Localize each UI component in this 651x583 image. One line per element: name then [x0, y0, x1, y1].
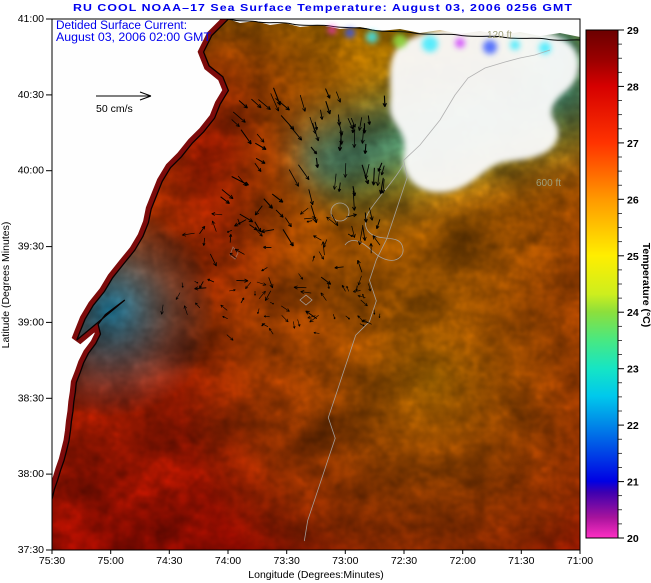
svg-text:74:30: 74:30 [156, 555, 182, 567]
svg-text:71:00: 71:00 [567, 555, 593, 567]
svg-text:25: 25 [627, 251, 639, 263]
svg-text:24: 24 [627, 307, 639, 319]
svg-text:72:30: 72:30 [391, 555, 417, 567]
svg-text:29: 29 [627, 25, 639, 37]
svg-text:71:30: 71:30 [508, 555, 534, 567]
svg-text:38:30: 38:30 [18, 392, 44, 404]
svg-text:75:00: 75:00 [98, 555, 124, 567]
svg-text:38:00: 38:00 [18, 468, 44, 480]
svg-text:Longitude (Degrees:Minutes): Longitude (Degrees:Minutes) [248, 569, 383, 581]
svg-text:Temperature (°C): Temperature (°C) [640, 243, 651, 328]
svg-text:22: 22 [627, 420, 639, 432]
svg-text:50 cm/s: 50 cm/s [96, 103, 133, 115]
svg-text:Latitude (Degrees Minutes): Latitude (Degrees Minutes) [0, 222, 12, 349]
svg-text:Detided Surface Current:: Detided Surface Current: [56, 20, 187, 32]
svg-text:75:30: 75:30 [39, 555, 65, 567]
svg-text:40:00: 40:00 [18, 165, 44, 177]
svg-text:600 ft: 600 ft [536, 178, 561, 189]
svg-text:72:00: 72:00 [450, 555, 476, 567]
svg-text:28: 28 [627, 81, 639, 93]
svg-text:39:30: 39:30 [18, 241, 44, 253]
svg-text:39:00: 39:00 [18, 316, 44, 328]
svg-text:21: 21 [627, 477, 639, 489]
svg-text:73:30: 73:30 [274, 555, 300, 567]
svg-text:73:00: 73:00 [332, 555, 358, 567]
svg-text:27: 27 [627, 138, 639, 150]
svg-text:74:00: 74:00 [215, 555, 241, 567]
svg-text:RU COOL NOAA–17 Sea Surface: RU COOL NOAA–17 Sea Surface Temperature:… [73, 2, 573, 14]
svg-text:40:30: 40:30 [18, 89, 44, 101]
svg-text:23: 23 [627, 364, 639, 376]
svg-text:20: 20 [627, 533, 639, 545]
svg-text:41:00: 41:00 [18, 13, 44, 25]
svg-text:26: 26 [627, 194, 639, 206]
svg-text:120 ft: 120 ft [487, 30, 512, 41]
svg-text:August 03, 2006 02:00 GMT: August 03, 2006 02:00 GMT [56, 32, 211, 44]
